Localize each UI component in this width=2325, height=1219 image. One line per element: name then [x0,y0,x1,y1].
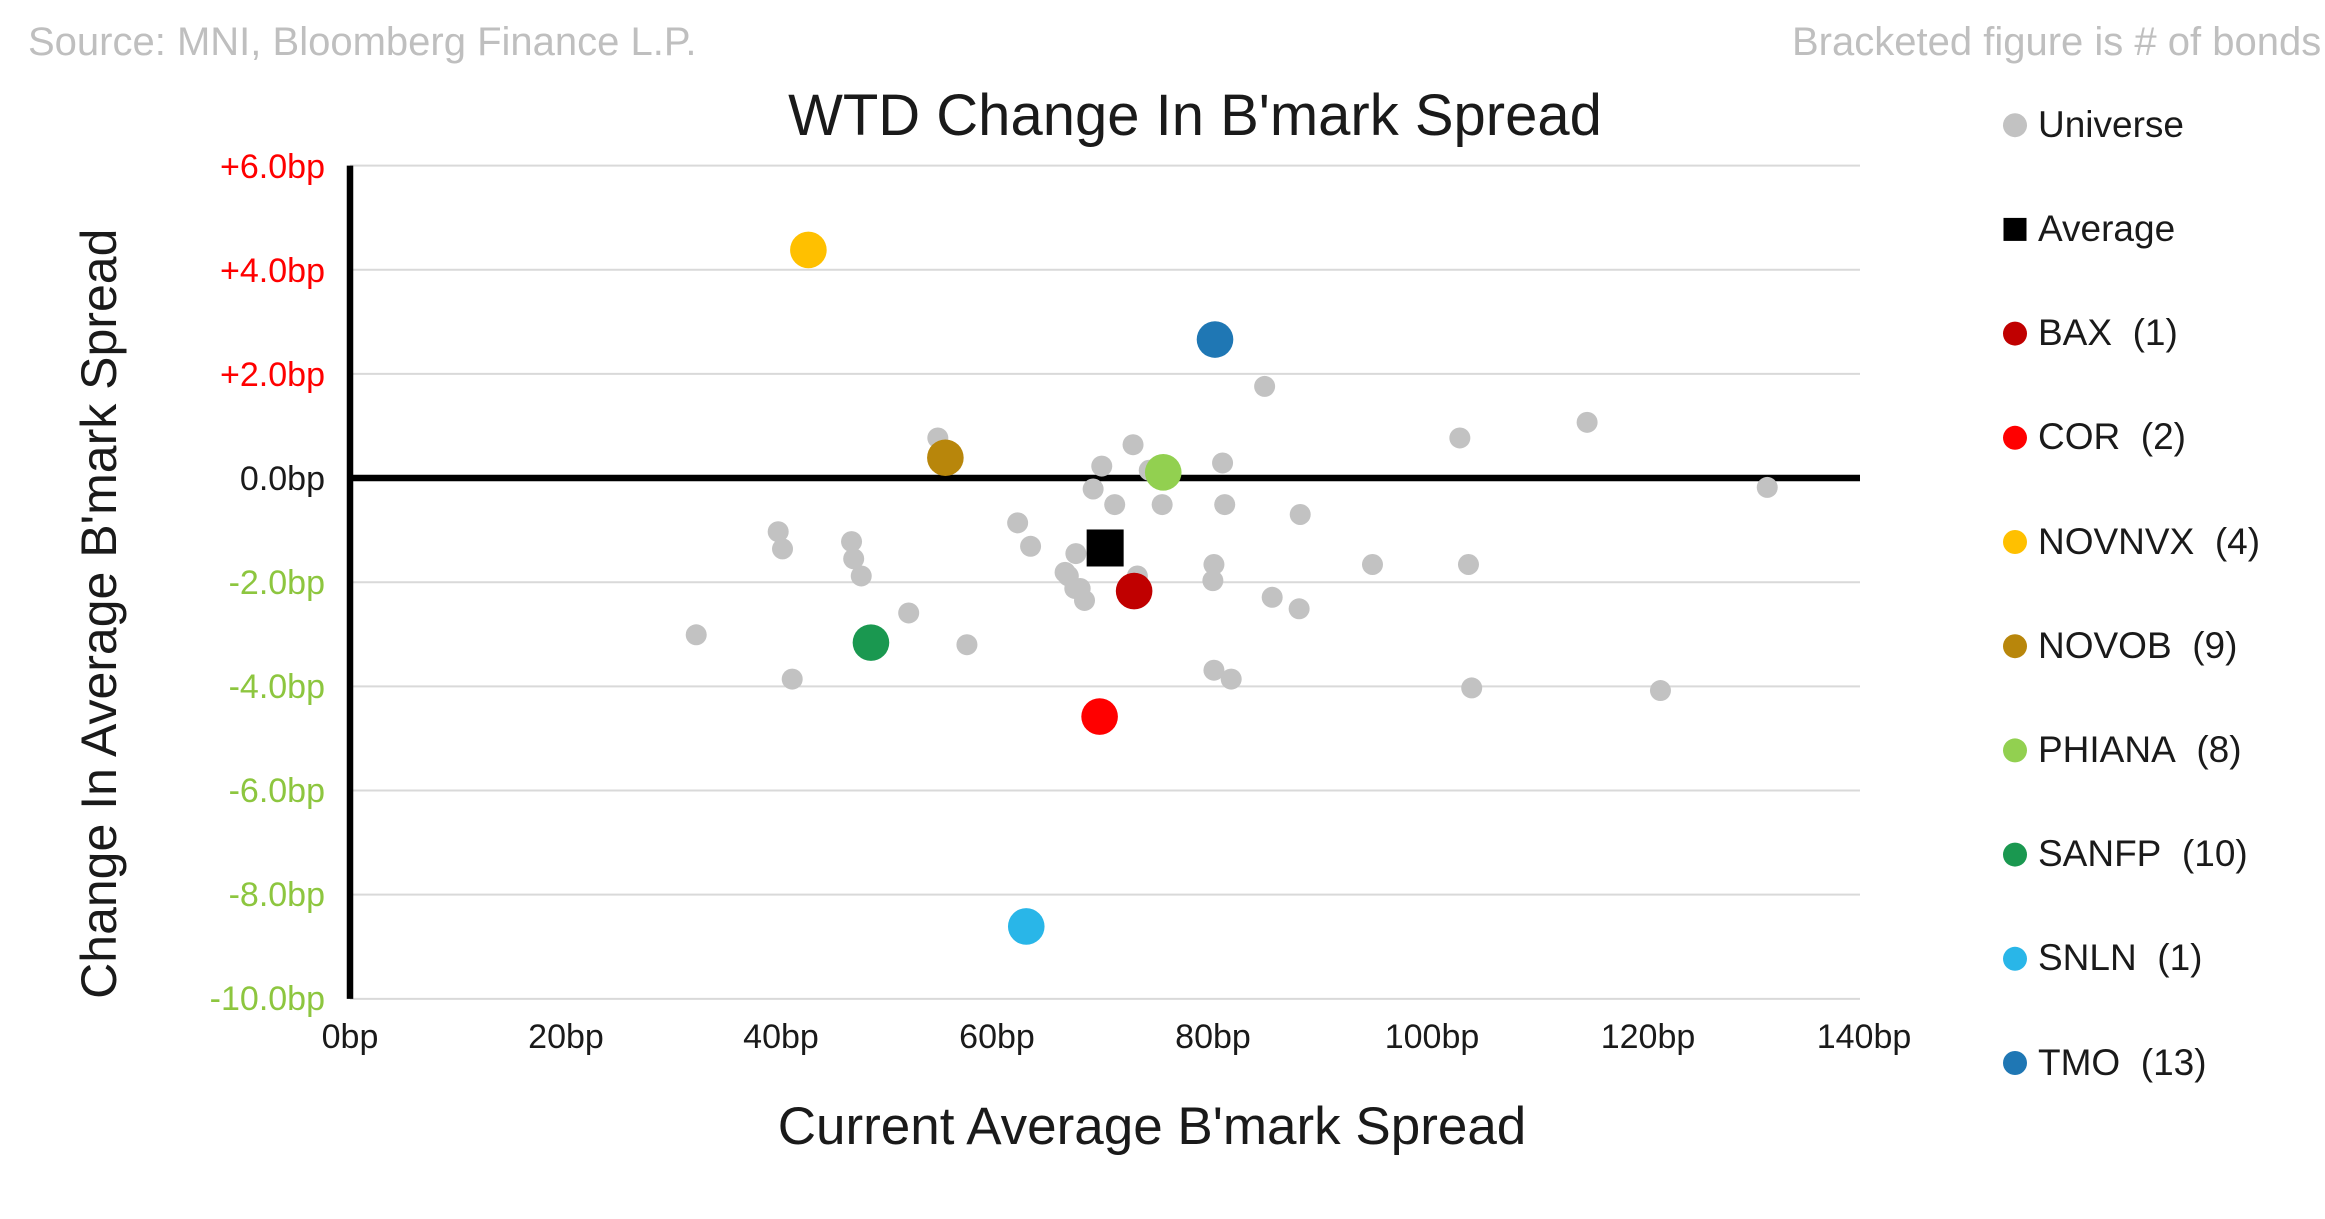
svg-text:TMO (13): TMO (13) [2038,1042,2207,1083]
svg-text:SNLN (1): SNLN (1) [2038,937,2202,978]
svg-text:BAX (1): BAX (1) [2038,312,2178,353]
svg-text:COR (2): COR (2) [2038,416,2186,457]
svg-text:Average: Average [2038,208,2175,249]
svg-text:PHIANA (8): PHIANA (8) [2038,729,2242,770]
svg-text:SANFP (10): SANFP (10) [2038,833,2248,874]
svg-text:Universe: Universe [2038,104,2184,145]
svg-text:NOVNVX (4): NOVNVX (4) [2038,521,2260,562]
svg-text:NOVOB (9): NOVOB (9) [2038,625,2237,666]
